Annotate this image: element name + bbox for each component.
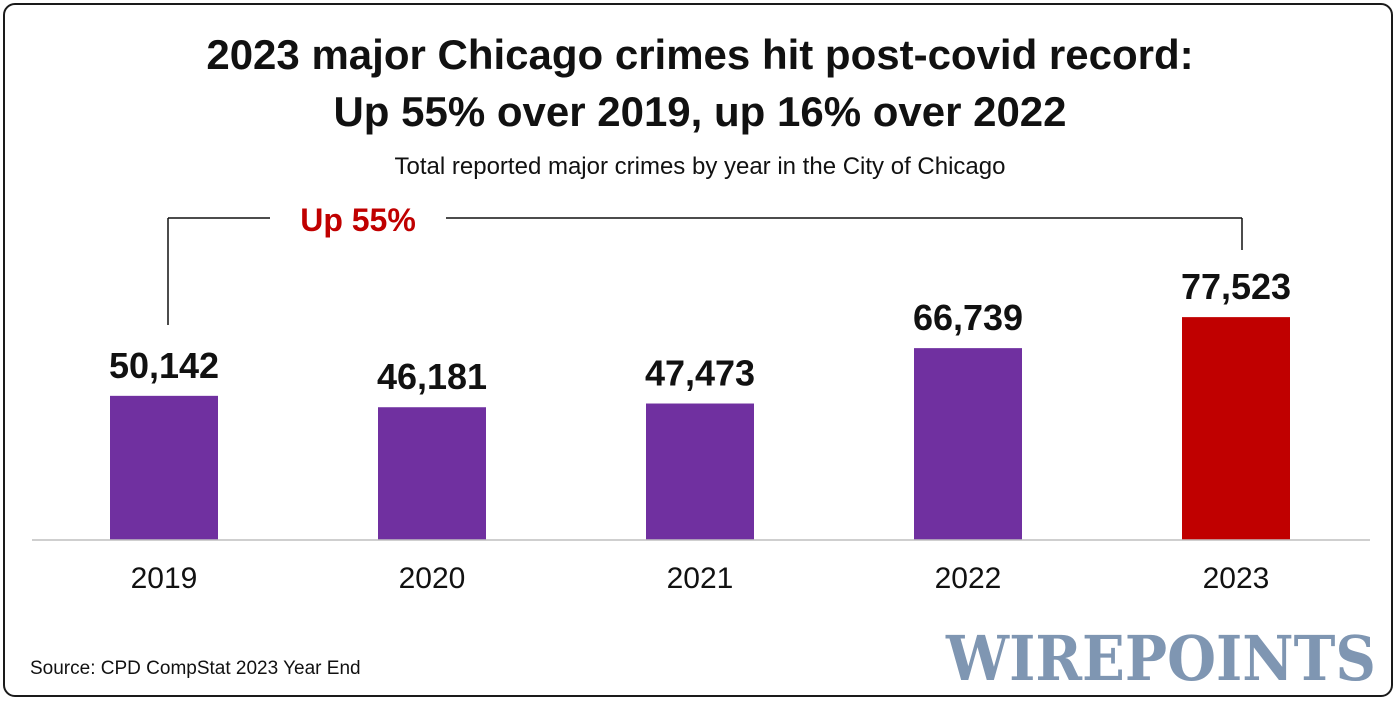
x-tick-label-2023: 2023	[1203, 562, 1270, 595]
bar-2023	[1182, 317, 1290, 540]
annotation-label: Up 55%	[300, 202, 416, 238]
bar-2021	[646, 403, 754, 540]
source-note: Source: CPD CompStat 2023 Year End	[30, 658, 361, 679]
bar-2019	[110, 395, 218, 540]
bar-2022	[914, 348, 1022, 540]
bar-2020	[378, 407, 486, 540]
chart-title-line2: Up 55% over 2019, up 16% over 2022	[333, 88, 1067, 135]
chart-title: 2023 major Chicago crimes hit post-covid…	[206, 31, 1194, 78]
data-label-2020: 46,181	[377, 356, 487, 397]
data-label-2021: 47,473	[645, 353, 755, 394]
data-label-2022: 66,739	[913, 297, 1023, 338]
x-tick-label-2020: 2020	[399, 562, 466, 595]
wirepoints-logo: WIREPOINTS	[945, 622, 1376, 695]
x-tick-label-2021: 2021	[667, 562, 734, 595]
x-tick-label-2019: 2019	[131, 562, 198, 595]
data-label-2023: 77,523	[1181, 266, 1291, 307]
chart-frame	[3, 3, 1393, 697]
x-tick-label-2022: 2022	[935, 562, 1002, 595]
chart-subtitle: Total reported major crimes by year in t…	[394, 153, 1006, 180]
data-label-2019: 50,142	[109, 345, 219, 386]
